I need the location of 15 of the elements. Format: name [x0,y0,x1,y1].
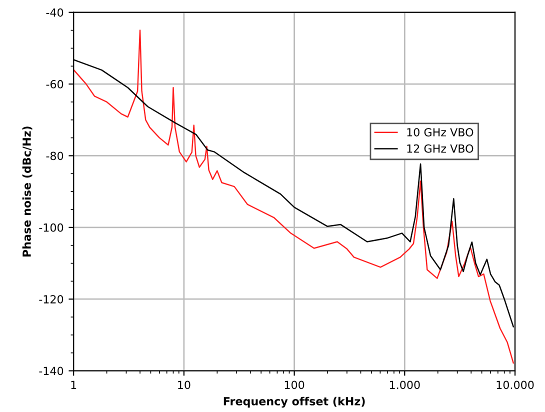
y-tick-label: -120 [39,295,64,304]
y-tick-label: -140 [39,366,64,376]
x-tick-label: 1.000 [390,380,420,390]
y-axis-title: Phase noise (dBc/Hz) [22,126,32,257]
x-tick-label: 100 [284,380,304,390]
legend-label: 10 GHz VBO [407,128,474,136]
y-tick-label: -40 [46,8,64,17]
x-axis-title: Frequency offset (kHz) [224,396,365,408]
y-tick-label: -80 [46,152,64,160]
x-tick-label: 10 [178,380,190,390]
legend-label: 12 GHz VBO [407,144,474,153]
x-tick-label: 1 [71,380,76,389]
y-tick-label: -100 [39,223,64,232]
x-tick-label: 10.000 [496,380,534,390]
y-tick-label: -60 [46,80,64,88]
